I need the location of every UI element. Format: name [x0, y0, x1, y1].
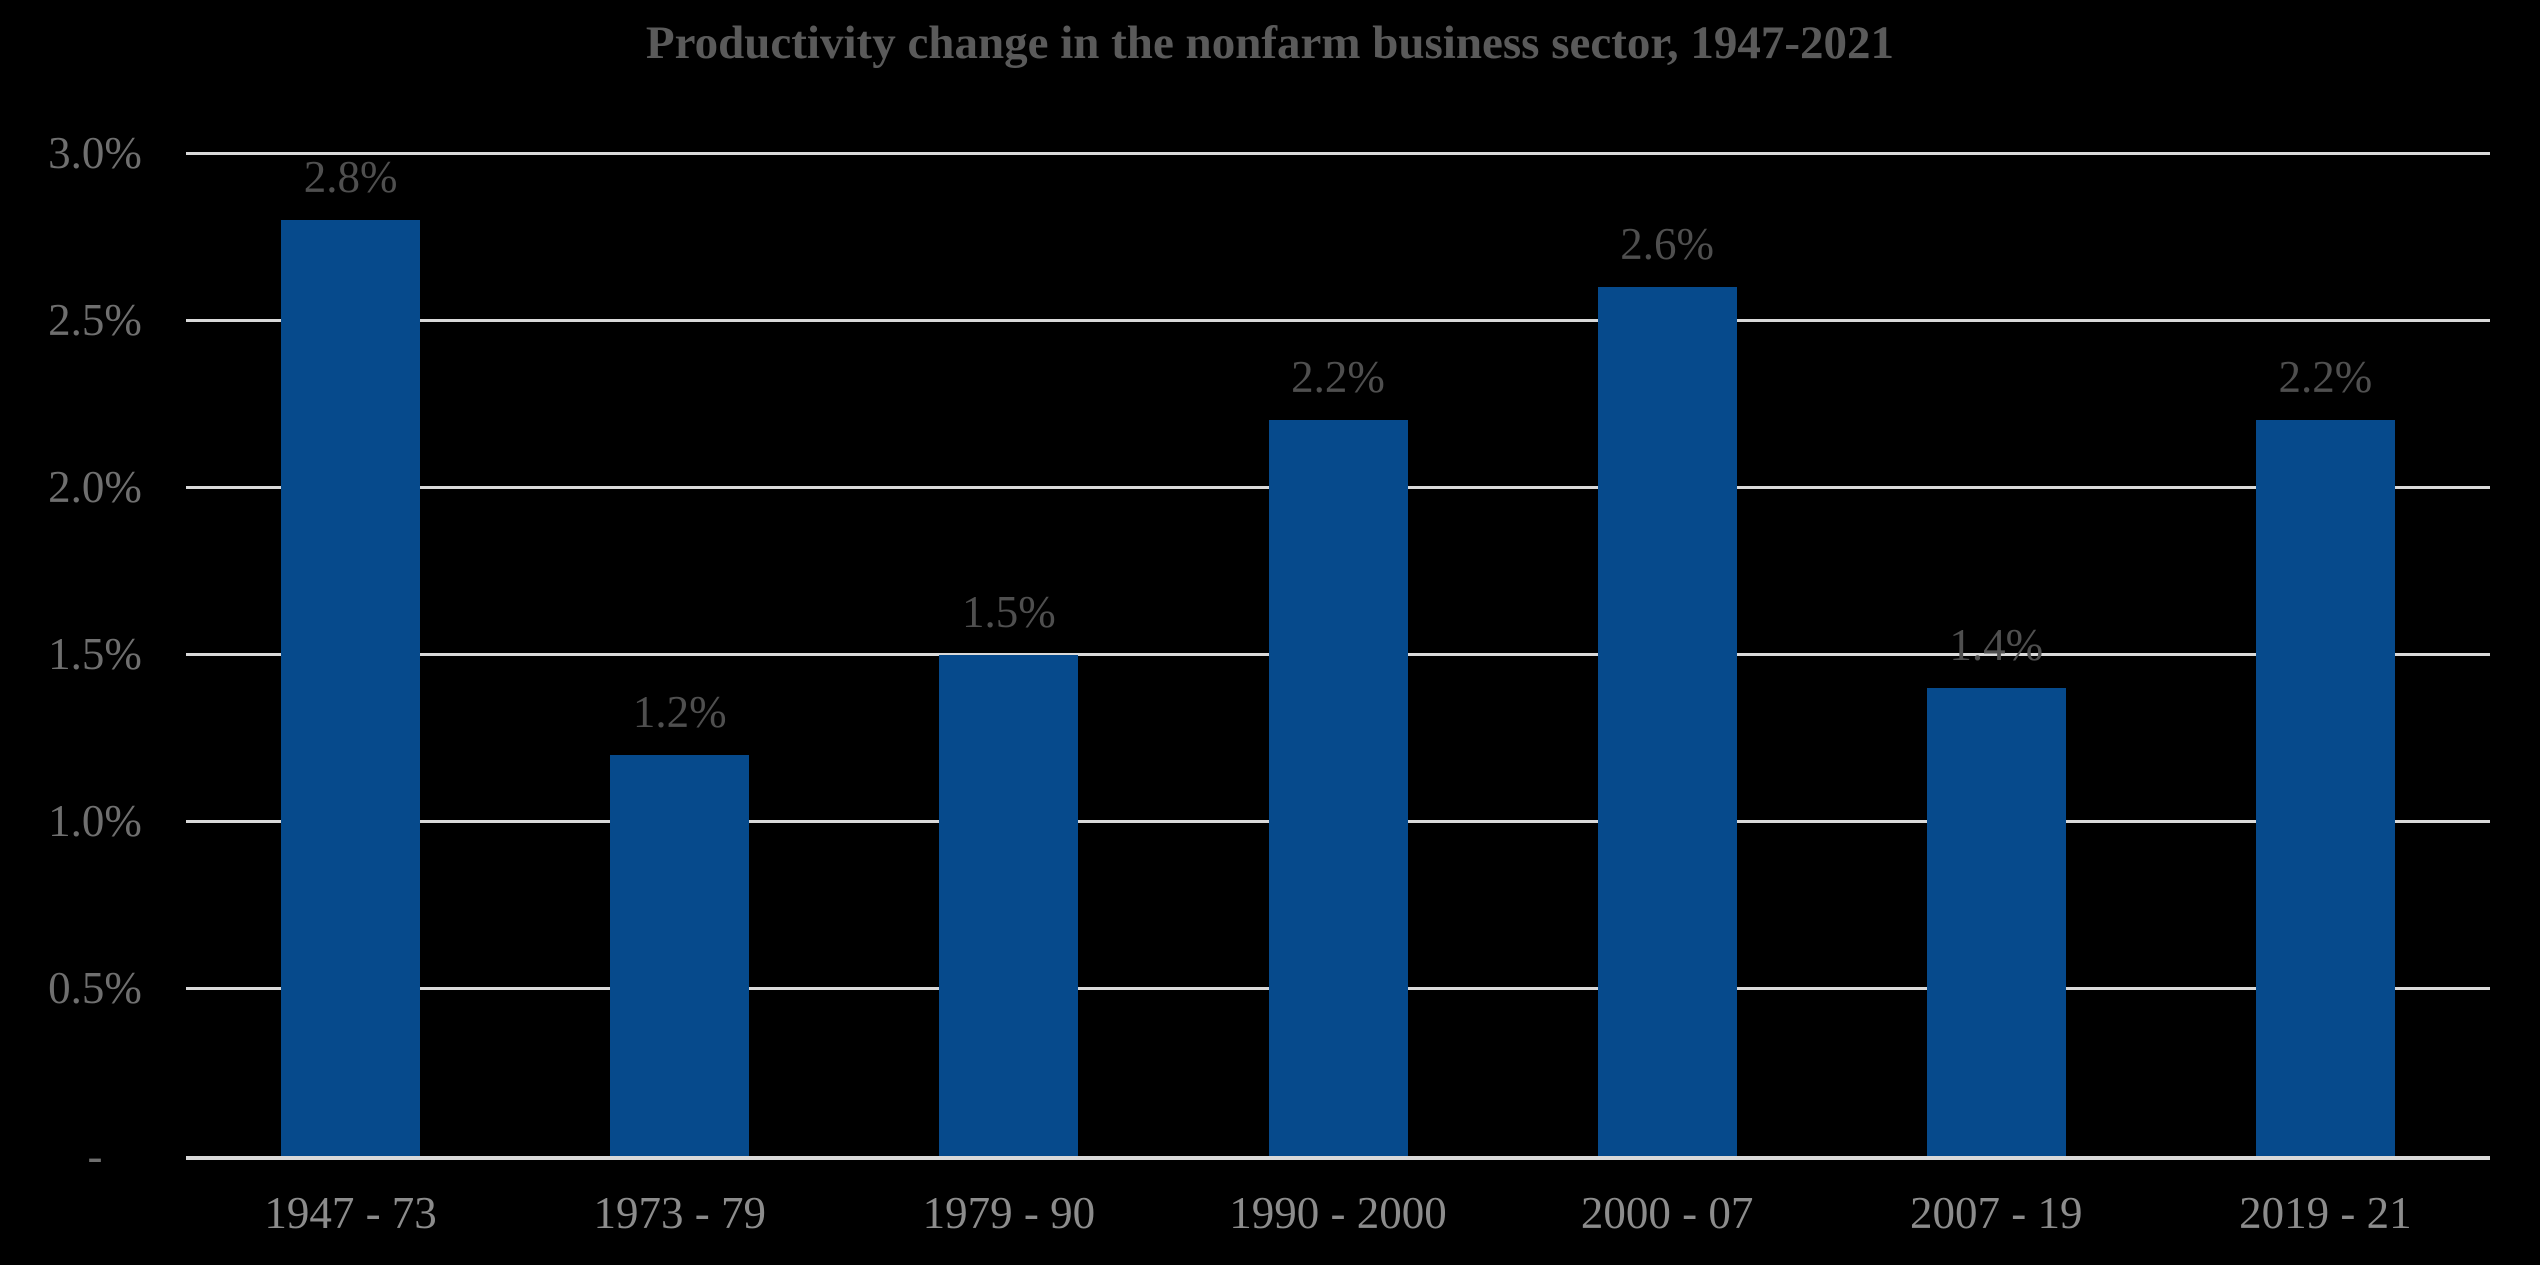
- bar-2007-19: [1926, 687, 2066, 1156]
- bar-value-label-1947-73: 2.8%: [303, 151, 398, 202]
- gridline-2.5: [186, 318, 2490, 322]
- x-tick-1973-79: 1973 - 79: [593, 1188, 766, 1238]
- x-tick-1947-73: 1947 - 73: [264, 1188, 437, 1238]
- bar-value-label-2019-21: 2.2%: [2278, 352, 2373, 403]
- y-tick-2.0: 2.0%: [48, 461, 142, 512]
- x-tick-2000-07: 2000 - 07: [1580, 1188, 1754, 1238]
- bar-value-label-2007-19: 1.4%: [1949, 619, 2044, 670]
- y-tick-1.5: 1.5%: [48, 629, 142, 679]
- y-tick-2.5: 2.5%: [48, 294, 142, 345]
- x-tick-2007-19: 2007 - 19: [1910, 1188, 2083, 1238]
- x-tick-1990-2000: 1990 - 2000: [1229, 1188, 1447, 1238]
- gridline-3.0: [186, 151, 2490, 155]
- bar-value-label-2000-07: 2.6%: [1620, 218, 1715, 269]
- x-tick-2019-21: 2019 - 21: [2239, 1188, 2412, 1238]
- bar-1973-79: [610, 754, 750, 1156]
- x-tick-1979-90: 1979 - 90: [922, 1188, 1096, 1238]
- bar-2000-07: [1597, 286, 1737, 1156]
- y-tick-3.0: 3.0%: [48, 127, 142, 178]
- bar-value-label-1979-90: 1.5%: [961, 586, 1056, 637]
- y-tick-1.0: 1.0%: [48, 796, 142, 847]
- y-tick-0.5: 0.5%: [48, 963, 142, 1014]
- x-axis-line: [186, 1156, 2490, 1160]
- y-tick-zero: -: [87, 1130, 103, 1181]
- bar-1979-90: [939, 654, 1079, 1156]
- bar-value-label-1973-79: 1.2%: [632, 686, 727, 737]
- bar-value-label-1990-2000: 2.2%: [1291, 352, 1385, 403]
- bar-2019-21: [2255, 420, 2395, 1156]
- chart-title: Productivity change in the nonfarm busin…: [645, 17, 1895, 69]
- bar-1990-2000: [1268, 420, 1408, 1156]
- bar-1947-73: [281, 219, 421, 1156]
